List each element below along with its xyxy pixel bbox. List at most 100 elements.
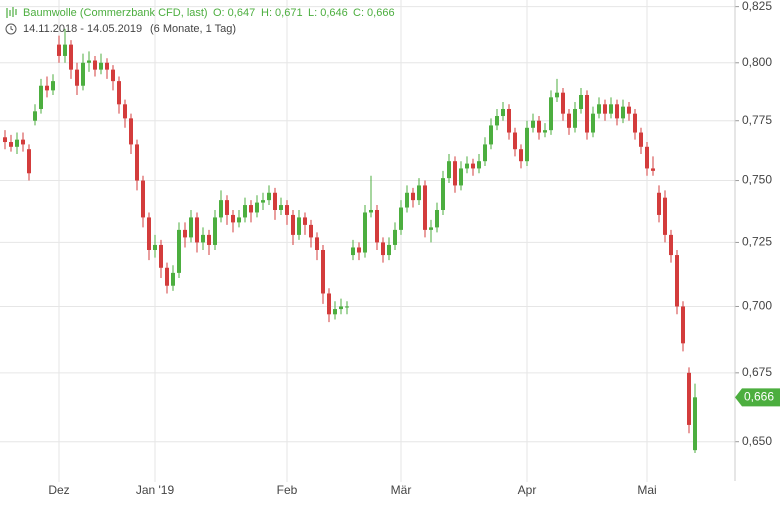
candle-body	[573, 108, 577, 128]
candle-body	[621, 106, 625, 119]
candle-body	[369, 209, 373, 213]
candle-body	[381, 242, 385, 256]
candle-body	[273, 192, 277, 210]
candle-body	[657, 192, 661, 215]
price-marker-label: 0,666	[744, 390, 774, 404]
candle-body	[507, 108, 511, 133]
candle-body	[267, 192, 271, 201]
candle-body	[243, 205, 247, 218]
candle-body	[435, 209, 439, 228]
candle-body	[315, 237, 319, 250]
x-tick-label: Dez	[48, 483, 69, 497]
candle-body	[135, 144, 139, 181]
candle-body	[663, 197, 667, 235]
candle-body	[249, 205, 253, 213]
header-high: H: 0,671	[261, 7, 303, 19]
candle-body	[213, 217, 217, 245]
candle-body	[537, 120, 541, 133]
candle-body	[285, 205, 289, 215]
candle-body	[117, 81, 121, 105]
candles	[3, 28, 697, 453]
candle-body	[351, 247, 355, 256]
candle-body	[69, 44, 73, 70]
candle-body	[57, 44, 61, 56]
candle-body	[501, 108, 505, 117]
chart-icon	[6, 7, 17, 18]
candle-body	[441, 178, 445, 210]
candle-body	[63, 44, 67, 56]
x-tick-label: Mai	[637, 483, 656, 497]
candle-body	[201, 234, 205, 243]
candle-body	[33, 111, 37, 121]
y-tick-label: 0,825	[742, 0, 772, 13]
grid	[0, 0, 739, 482]
y-tick-label: 0,775	[742, 113, 772, 127]
candle-body	[195, 217, 199, 243]
candle-body	[99, 62, 103, 70]
candle-body	[639, 132, 643, 147]
candle-body	[165, 267, 169, 286]
candle-body	[3, 137, 7, 143]
candle-body	[87, 60, 91, 63]
candle-body	[609, 104, 613, 114]
candle-body	[417, 185, 421, 201]
candle-body	[543, 130, 547, 133]
candle-body	[567, 113, 571, 128]
candle-body	[219, 200, 223, 218]
candle-body	[81, 62, 85, 86]
candle-body	[555, 92, 559, 98]
candle-body	[495, 116, 499, 126]
candle-body	[519, 149, 523, 162]
candle-body	[45, 85, 49, 91]
candle-body	[585, 94, 589, 133]
candle-body	[459, 168, 463, 186]
candle-body	[447, 161, 451, 179]
candle-body	[15, 139, 19, 147]
candle-body	[231, 214, 235, 223]
candle-body	[489, 125, 493, 145]
candle-body	[591, 113, 595, 133]
candle-body	[363, 212, 367, 253]
candle-body	[423, 185, 427, 230]
x-tick-label: Jan '19	[136, 483, 175, 497]
x-tick-label: Feb	[277, 483, 298, 497]
candle-body	[255, 202, 259, 213]
candle-body	[333, 309, 337, 315]
candle-body	[597, 104, 601, 114]
candle-body	[297, 217, 301, 235]
candle-body	[411, 192, 415, 201]
candle-body	[477, 161, 481, 169]
candle-body	[669, 234, 673, 256]
candle-body	[39, 85, 43, 109]
y-tick-label: 0,650	[742, 434, 772, 448]
candle-body	[9, 142, 13, 147]
candle-body	[321, 249, 325, 294]
candle-body	[261, 200, 265, 203]
header-low: L: 0,646	[308, 7, 348, 19]
candle-body	[645, 146, 649, 169]
candle-body	[339, 306, 343, 310]
candle-body	[651, 168, 655, 171]
candle-body	[483, 144, 487, 162]
candle-body	[177, 229, 181, 273]
candle-body	[303, 217, 307, 225]
candle-body	[405, 192, 409, 208]
candle-body	[309, 224, 313, 238]
candle-body	[105, 62, 109, 70]
candle-body	[465, 163, 469, 169]
candle-body	[171, 272, 175, 286]
candle-body	[375, 209, 379, 243]
candle-body	[27, 149, 31, 174]
candle-body	[75, 69, 79, 86]
candle-body	[393, 229, 397, 245]
candle-body	[525, 127, 529, 162]
header-open: O: 0,647	[213, 7, 255, 19]
candle-body	[357, 247, 361, 253]
candle-body	[579, 94, 583, 109]
candle-body	[147, 217, 151, 250]
candle-body	[513, 132, 517, 150]
candle-body	[21, 139, 25, 145]
candle-body	[675, 255, 679, 307]
candle-body	[531, 120, 535, 128]
candle-body	[129, 118, 133, 145]
